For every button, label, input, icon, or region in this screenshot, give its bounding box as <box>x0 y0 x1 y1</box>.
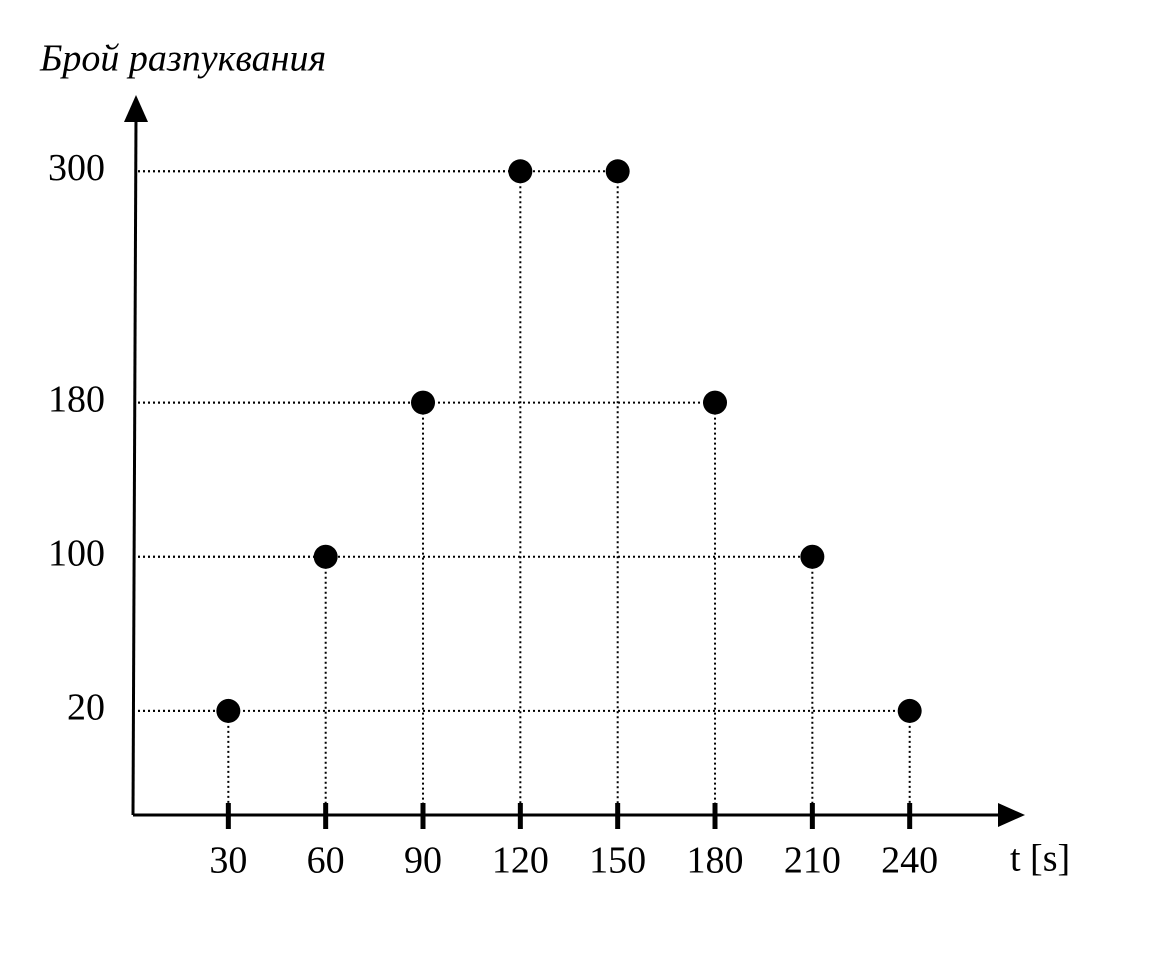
point <box>313 544 338 569</box>
y-tick-label: 100 <box>48 532 105 574</box>
x-axis-arrow <box>998 803 1025 827</box>
x-tick-label: 60 <box>307 840 345 882</box>
x-axis-label: t [s] <box>1010 838 1070 880</box>
x-tick-label: 150 <box>589 840 646 882</box>
y-tick-label: 300 <box>48 147 105 189</box>
y-axis-arrow <box>124 95 148 122</box>
point <box>508 159 533 184</box>
x-tick-label: 210 <box>784 840 841 882</box>
x-tick-label: 90 <box>404 840 442 882</box>
y-tick-label: 180 <box>48 378 105 420</box>
x-tick-label: 120 <box>492 840 549 882</box>
y-axis-label: Брой разпуквания <box>39 38 326 80</box>
y-axis <box>131 114 138 816</box>
y-tick-label: 20 <box>67 687 105 729</box>
x-tick-label: 30 <box>209 840 247 882</box>
point <box>703 390 728 415</box>
point <box>800 544 825 569</box>
x-tick-label: 240 <box>881 840 938 882</box>
point <box>605 159 630 184</box>
point <box>897 698 922 723</box>
x-tick-label: 180 <box>687 840 744 882</box>
